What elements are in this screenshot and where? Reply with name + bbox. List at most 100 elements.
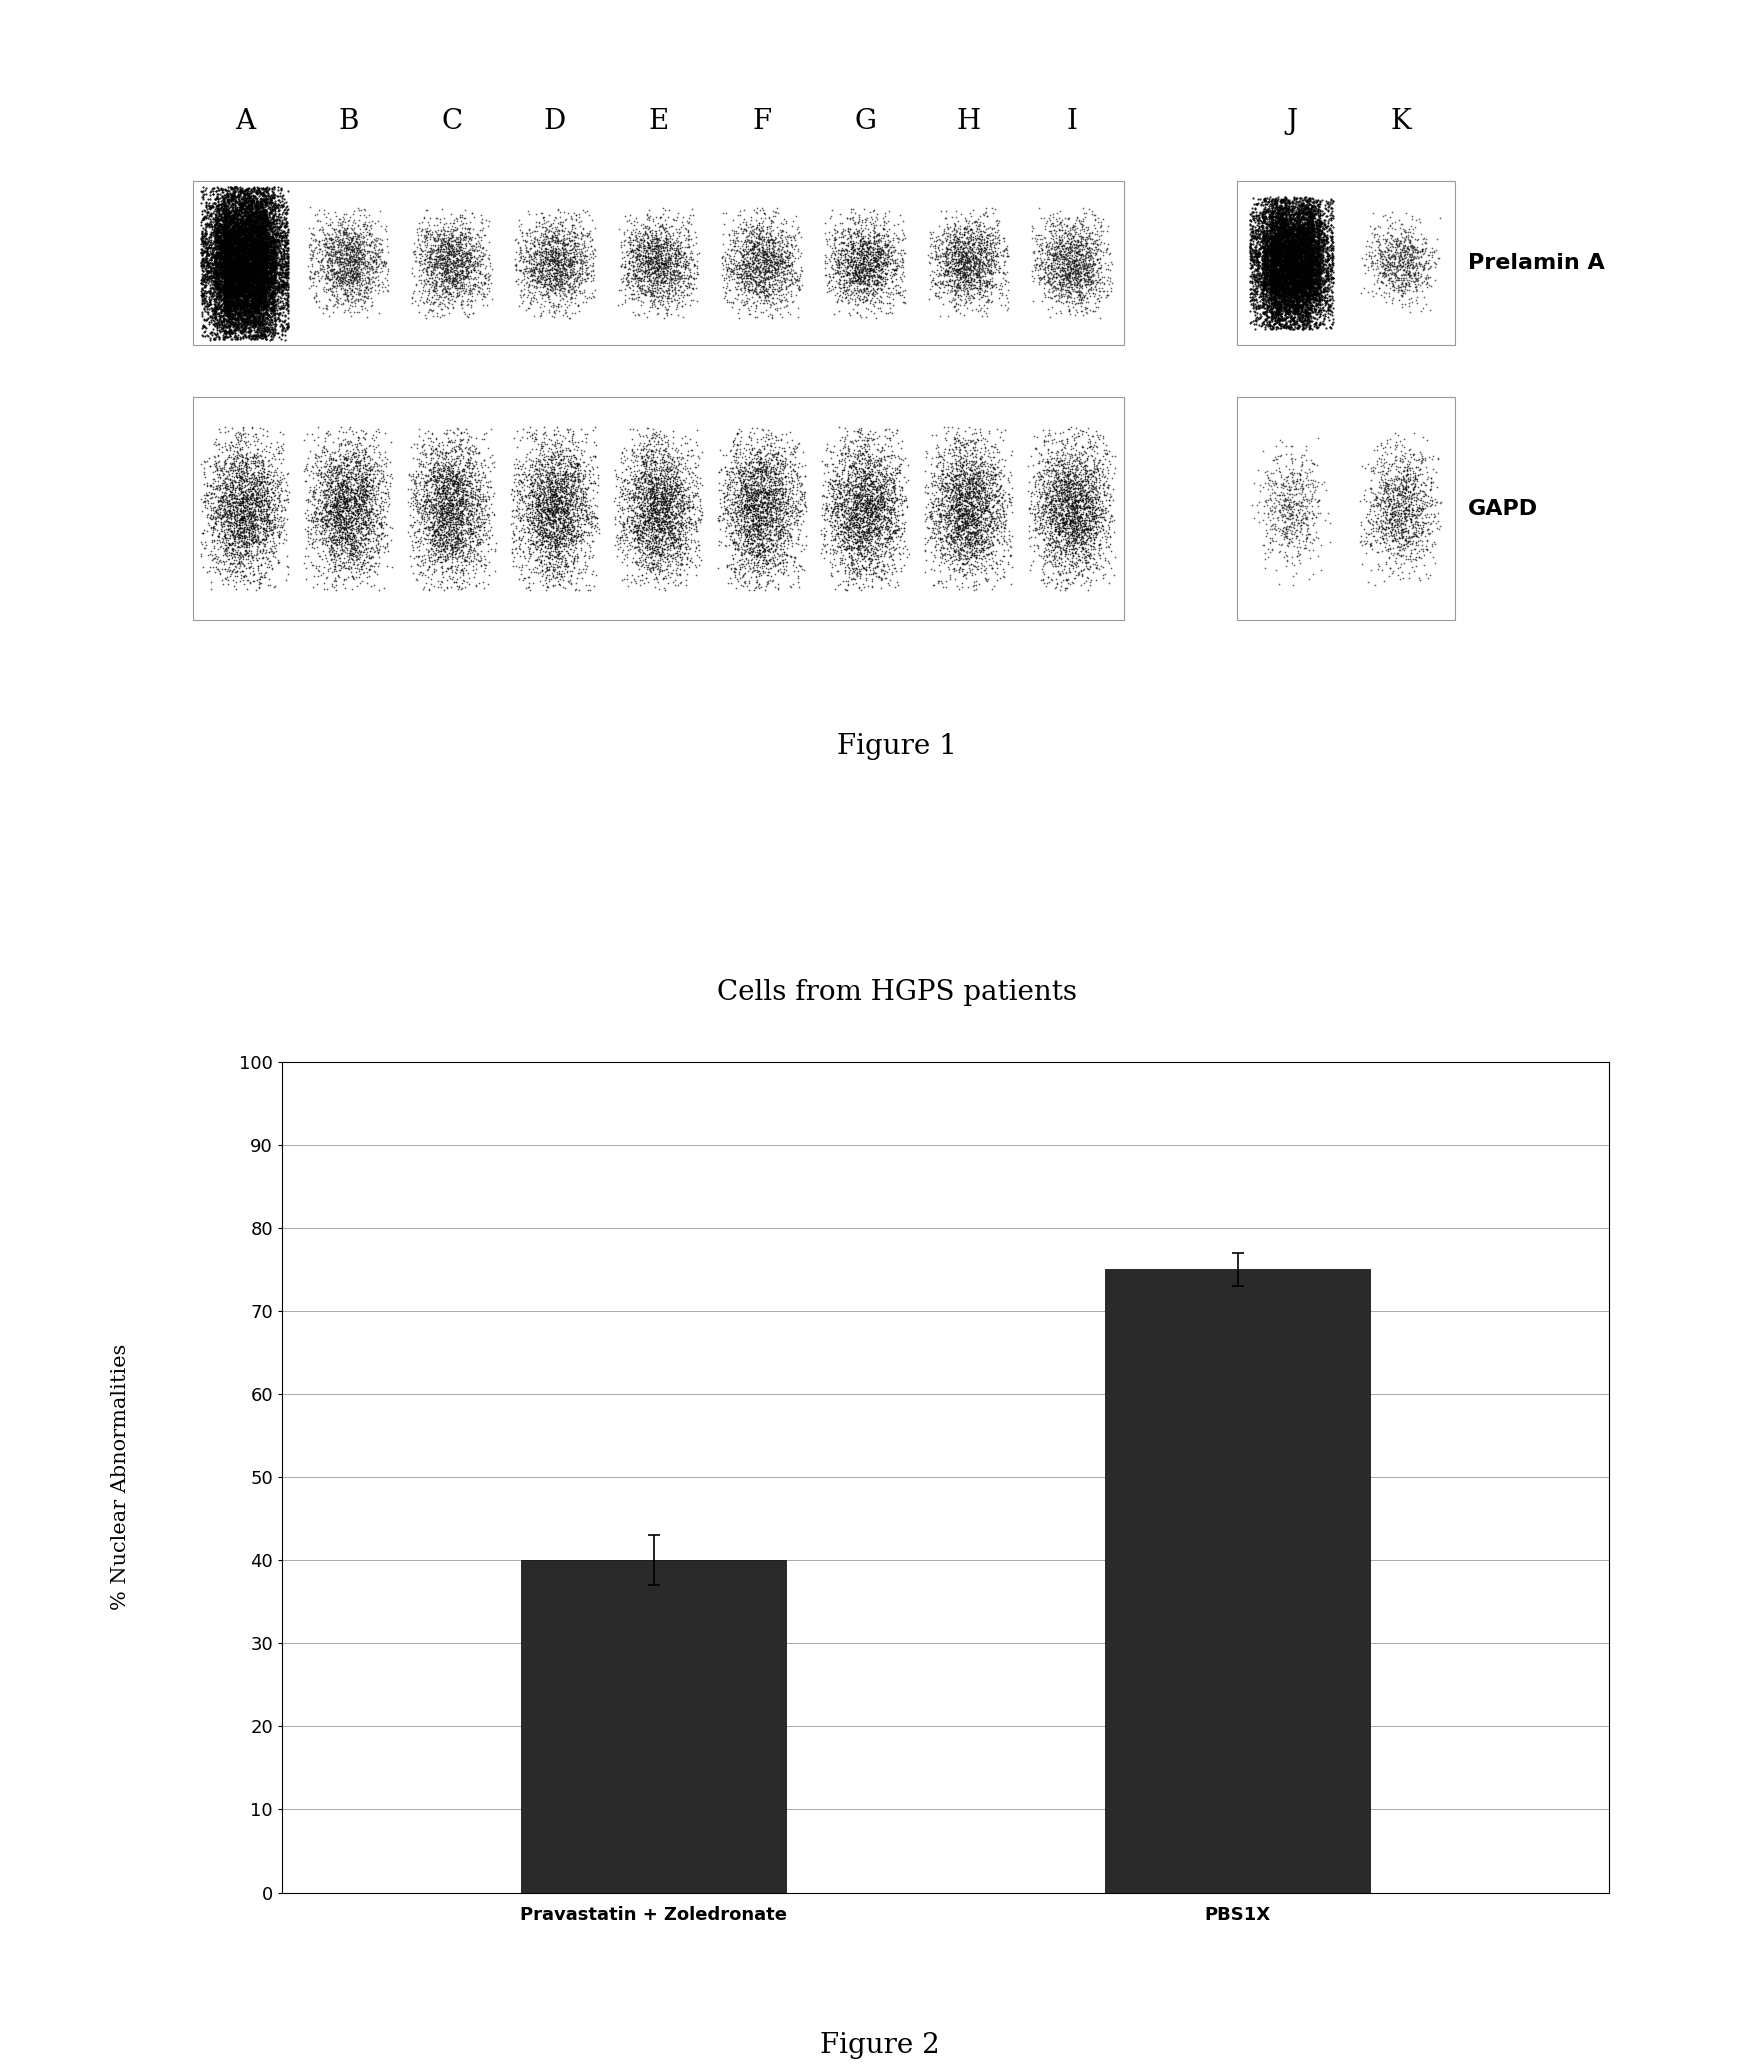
Point — [454, 476, 482, 509]
Point — [193, 236, 222, 269]
Point — [1281, 186, 1309, 219]
Point — [250, 234, 278, 267]
Point — [204, 219, 232, 253]
Point — [610, 259, 639, 292]
Point — [246, 480, 274, 513]
Point — [521, 244, 549, 277]
Point — [218, 269, 246, 302]
Point — [827, 275, 855, 308]
Point — [1317, 310, 1346, 344]
Point — [640, 224, 668, 257]
Point — [1266, 248, 1295, 282]
Point — [945, 540, 973, 573]
Point — [245, 244, 273, 277]
Point — [654, 246, 682, 279]
Point — [1249, 257, 1277, 290]
Point — [760, 489, 788, 522]
Point — [726, 561, 755, 594]
Point — [234, 219, 262, 253]
Point — [464, 528, 493, 561]
Point — [193, 290, 222, 323]
Point — [973, 538, 1001, 571]
Point — [334, 269, 362, 302]
Point — [236, 534, 264, 567]
Point — [213, 246, 241, 279]
Point — [734, 460, 762, 493]
Point — [339, 511, 368, 544]
Point — [211, 468, 239, 501]
Point — [334, 246, 362, 279]
Point — [545, 269, 573, 302]
Point — [209, 534, 237, 567]
Point — [1054, 491, 1082, 524]
Point — [243, 201, 271, 234]
Point — [730, 526, 758, 559]
Point — [945, 443, 973, 476]
Point — [630, 259, 658, 292]
Point — [438, 464, 466, 497]
Point — [222, 230, 250, 263]
Point — [250, 226, 278, 259]
Point — [227, 246, 255, 279]
Point — [1265, 515, 1293, 549]
Point — [1279, 186, 1307, 219]
Point — [252, 195, 280, 228]
Point — [610, 515, 639, 549]
Point — [443, 226, 471, 259]
Point — [783, 232, 811, 265]
Point — [250, 292, 278, 325]
Point — [500, 540, 528, 573]
Point — [222, 250, 250, 284]
Point — [1277, 275, 1305, 308]
Point — [223, 277, 252, 310]
Point — [1265, 263, 1293, 296]
Point — [193, 244, 222, 277]
Point — [350, 489, 378, 522]
Point — [208, 269, 236, 302]
Point — [206, 207, 234, 240]
Point — [237, 230, 266, 263]
Point — [230, 244, 259, 277]
Point — [317, 489, 345, 522]
Point — [1293, 520, 1321, 553]
Point — [1377, 219, 1405, 253]
Point — [837, 240, 865, 273]
Point — [230, 232, 259, 265]
Point — [985, 457, 1013, 491]
Point — [549, 462, 577, 495]
Point — [241, 464, 269, 497]
Point — [260, 507, 288, 540]
Point — [248, 261, 276, 294]
Point — [322, 284, 350, 317]
Point — [1027, 232, 1055, 265]
Point — [225, 455, 253, 489]
Point — [758, 509, 786, 542]
Point — [230, 267, 259, 300]
Point — [429, 466, 457, 499]
Point — [325, 507, 354, 540]
Point — [1263, 261, 1291, 294]
Point — [568, 261, 596, 294]
Point — [241, 230, 269, 263]
Point — [1066, 511, 1094, 544]
Point — [1395, 478, 1423, 511]
Point — [1298, 188, 1326, 221]
Point — [922, 431, 950, 464]
Point — [1270, 284, 1298, 317]
Point — [1274, 209, 1302, 242]
Point — [433, 464, 461, 497]
Point — [844, 482, 872, 515]
Point — [419, 248, 447, 282]
Point — [821, 497, 850, 530]
Point — [660, 238, 688, 271]
Point — [352, 453, 380, 486]
Point — [463, 553, 491, 586]
Point — [1293, 294, 1321, 327]
Point — [1247, 265, 1275, 298]
Point — [188, 284, 216, 317]
Point — [633, 507, 661, 540]
Point — [252, 290, 280, 323]
Point — [1249, 269, 1277, 302]
Point — [434, 491, 463, 524]
Point — [670, 248, 698, 282]
